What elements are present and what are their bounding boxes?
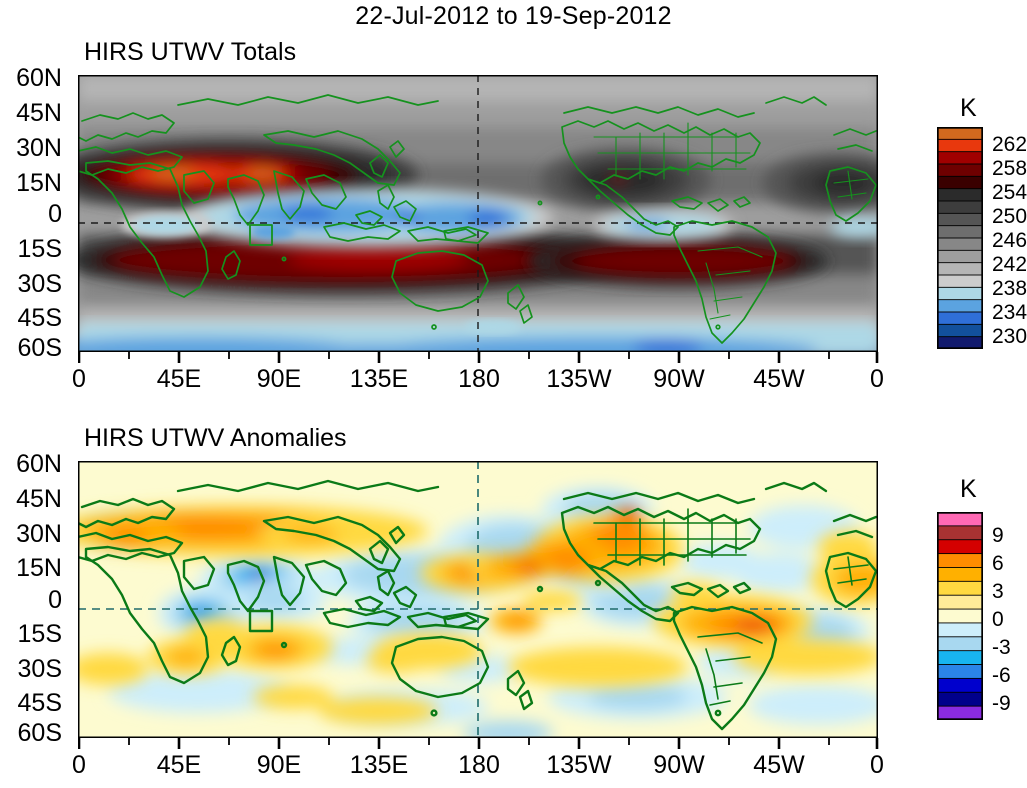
ylabel-30n-anom: 30N [16,520,62,548]
colorbar-totals[interactable] [937,127,983,349]
ylabel-60s-anom: 60S [17,719,62,747]
xlabel-135e-anom: 135E [349,751,409,779]
xlabel-360-anom: 0 [870,751,884,779]
ylabel-0-totals: 0 [48,200,62,228]
colorbar-label-258: 258 [992,157,1027,180]
ylabel-15s-anom: 15S [17,620,62,648]
ylabel-45n-anom: 45N [16,485,62,513]
ylabel-15n-totals: 15N [16,169,62,197]
xlabel-90e-anom: 90E [256,751,302,779]
ylabel-15n-anom: 15N [16,554,62,582]
ylabel-15s-totals: 15S [17,235,62,263]
panel-title-anomalies: HIRS UTWV Anomalies [84,424,347,452]
colorbar-label-230: 230 [992,325,1027,348]
ylabel-0-anom: 0 [48,586,62,614]
xlabel-45w-anom: 45W [753,751,805,779]
panel-title-totals: HIRS UTWV Totals [84,38,297,66]
colorbar-label-neg9: -9 [992,692,1011,715]
xlabel-135e-totals: 135E [349,365,409,393]
xlabel-135w-anom: 135W [546,751,612,779]
colorbar-label-238: 238 [992,277,1027,300]
colorbar-label-neg6: -6 [992,664,1011,687]
map-anomalies[interactable] [78,461,878,738]
xaxis-ticks-totals [78,352,884,366]
ylabel-60s-totals: 60S [17,334,62,362]
coastlines-totals [78,94,877,344]
xlabel-90e-totals: 90E [256,365,302,393]
xlabel-360-totals: 0 [870,365,884,393]
colorbar-unit-totals: K [960,94,977,122]
colorbar-label-262: 262 [992,133,1027,156]
xlabel-45w-totals: 45W [753,365,805,393]
xlabel-90w-totals: 90W [653,365,705,393]
xlabel-180-totals: 180 [458,365,500,393]
colorbar-label-neg3: -3 [992,636,1011,659]
ylabel-60n-totals: 60N [16,64,62,92]
xlabel-45e-anom: 45E [156,751,202,779]
xlabel-135w-totals: 135W [546,365,612,393]
colorbar-label-250: 250 [992,205,1027,228]
ylabel-30n-totals: 30N [16,134,62,162]
xlabel-90w-anom: 90W [653,751,705,779]
ylabel-45s-totals: 45S [17,304,62,332]
ylabel-45n-totals: 45N [16,99,62,127]
colorbar-label-246: 246 [992,229,1027,252]
colorbar-label-234: 234 [992,301,1027,324]
xlabel-0e-anom: 0 [72,751,86,779]
colorbar-label-6: 6 [992,552,1004,575]
xaxis-ticks-anomalies [78,738,884,752]
colorbar-label-3: 3 [992,580,1004,603]
xlabel-180-anom: 180 [458,751,500,779]
figure-title: 22-Jul-2012 to 19-Sep-2012 [355,2,672,30]
xlabel-0e-totals: 0 [72,365,86,393]
xlabel-45e-totals: 45E [156,365,202,393]
colorbar-label-254: 254 [992,181,1027,204]
map-totals[interactable] [78,75,878,352]
colorbar-label-9: 9 [992,524,1004,547]
ylabel-60n-anom: 60N [16,450,62,478]
colorbar-anomalies[interactable] [937,512,983,720]
ylabel-45s-anom: 45S [17,689,62,717]
colorbar-label-0: 0 [992,608,1004,631]
ylabel-30s-anom: 30S [17,655,62,683]
colorbar-unit-anomalies: K [960,475,977,503]
ylabel-30s-totals: 30S [17,270,62,298]
coastlines-anomalies [78,479,878,731]
colorbar-label-242: 242 [992,253,1027,276]
